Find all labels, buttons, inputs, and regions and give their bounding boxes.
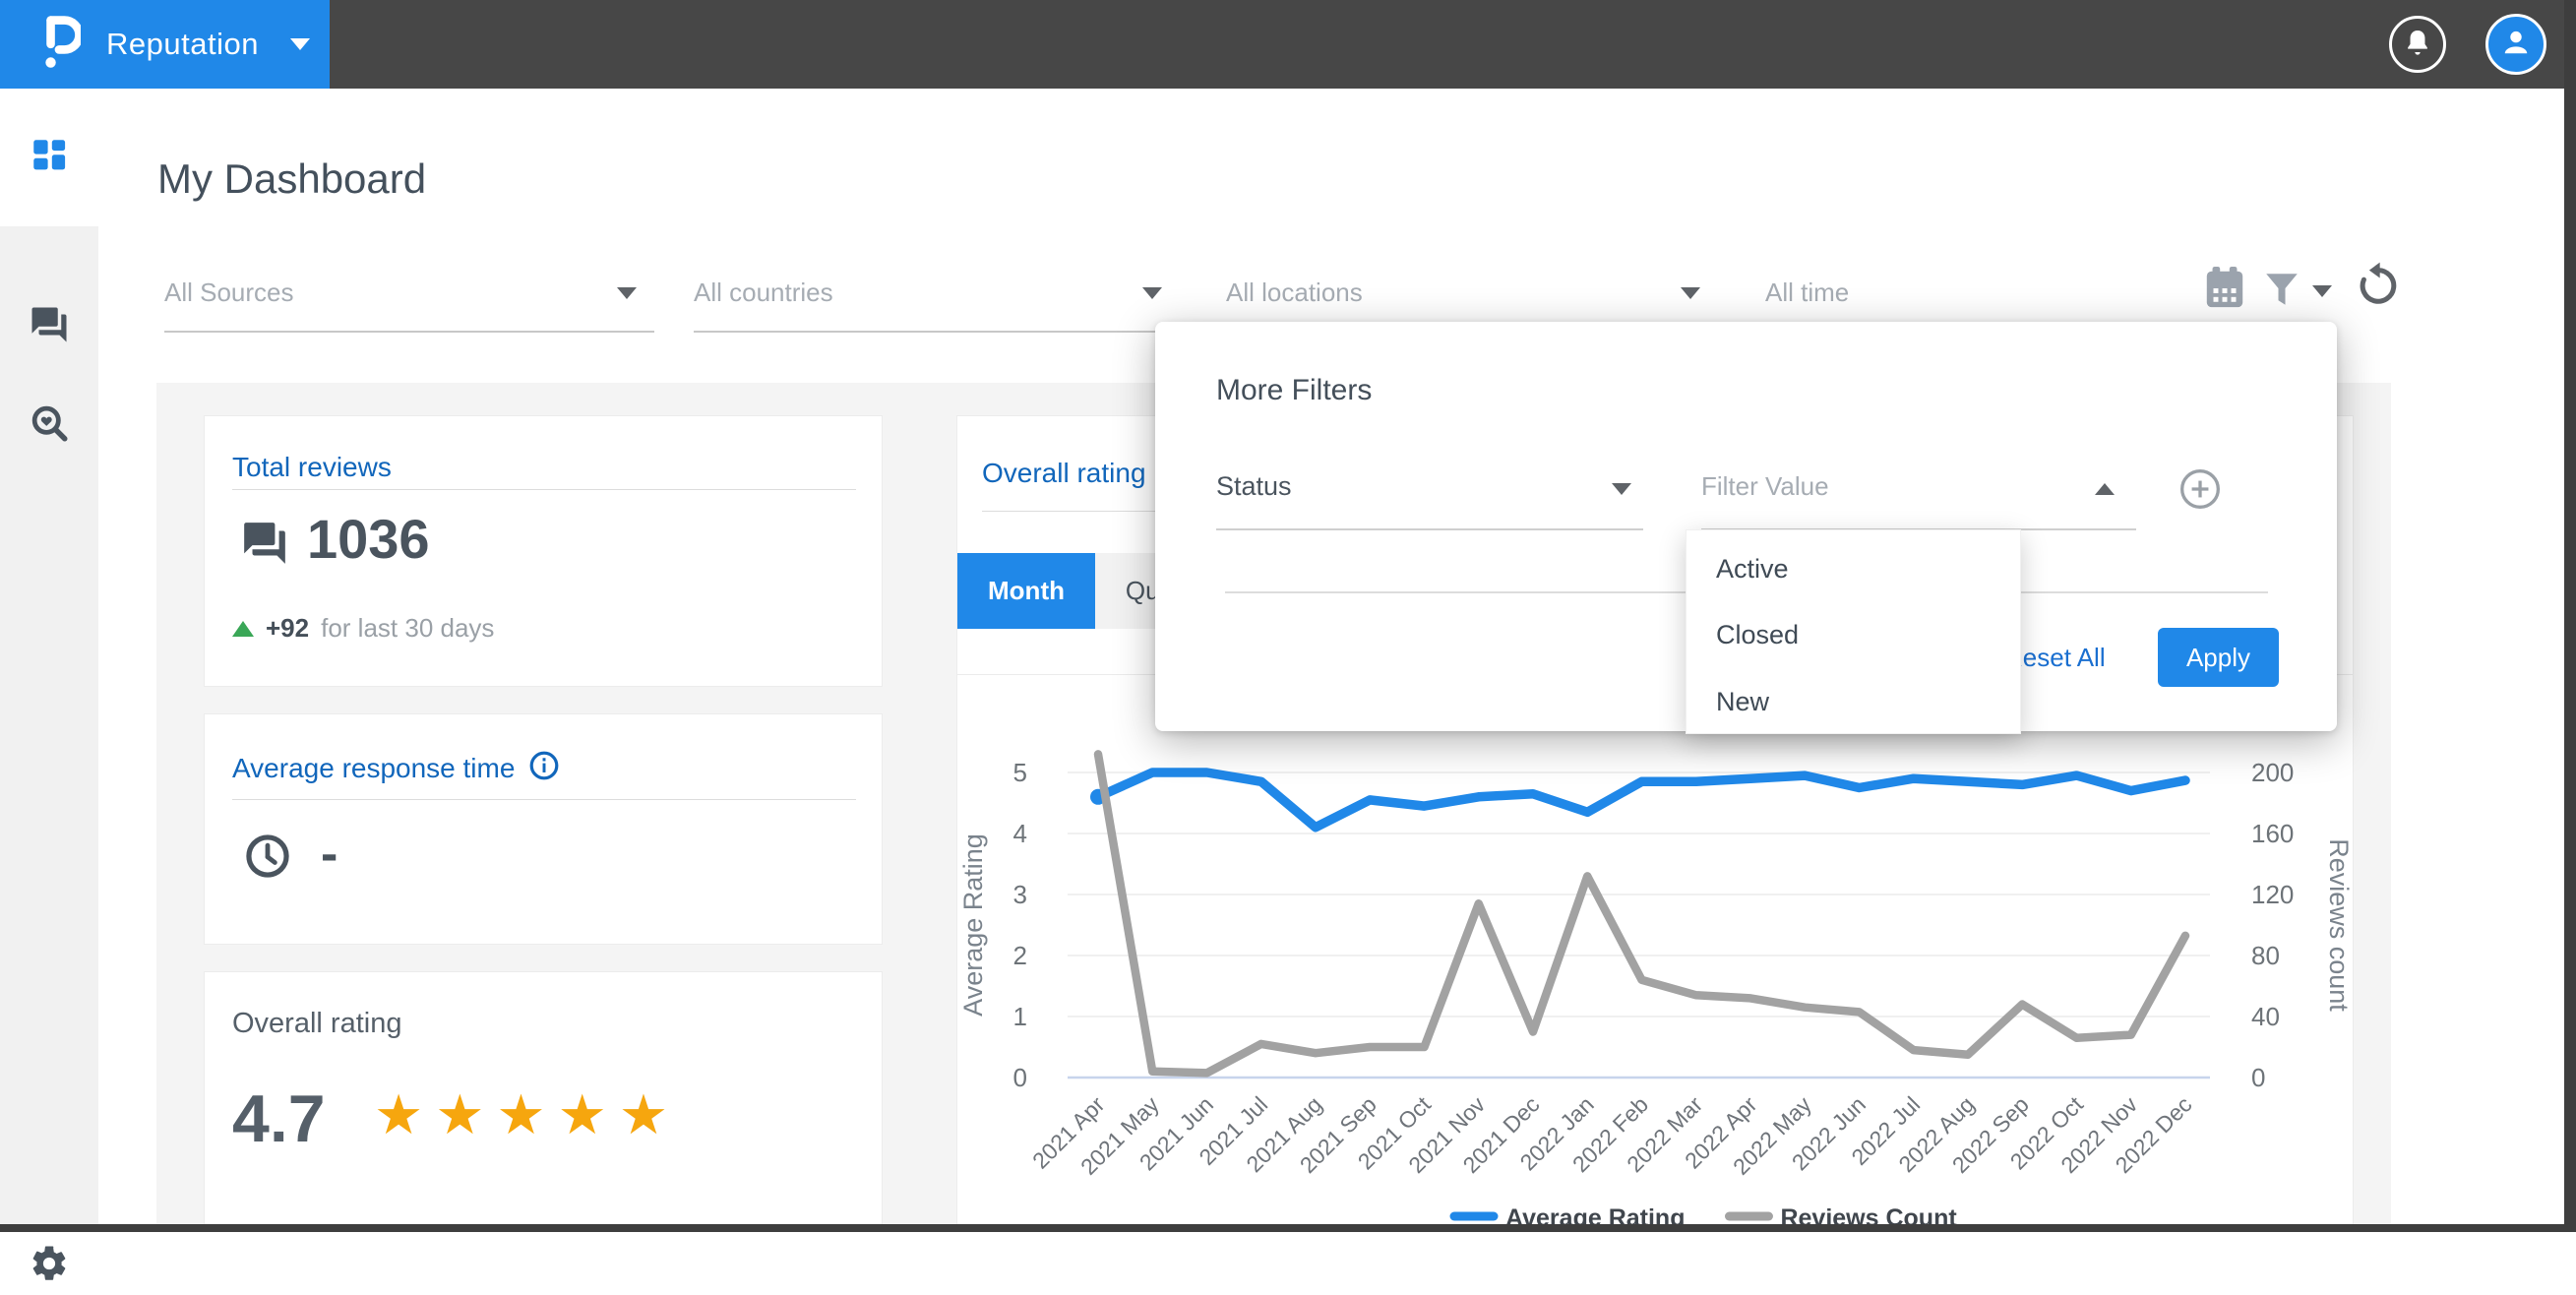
add-filter-button[interactable] [2178, 467, 2222, 516]
reset-all-button[interactable]: Reset All [2004, 643, 2106, 672]
filter-value-dropdown: Active Closed New [1686, 529, 2021, 734]
overall-rating-value: 4.7 [232, 1081, 326, 1156]
bottom-edge [0, 1224, 2576, 1232]
clock-icon [242, 829, 293, 889]
tab-month[interactable]: Month [957, 553, 1095, 629]
calendar-button[interactable] [2202, 264, 2247, 318]
info-icon[interactable] [528, 750, 560, 786]
reviews-bubble-icon [240, 519, 289, 573]
svg-text:5: 5 [1013, 758, 1027, 787]
chevron-up-icon [2095, 483, 2115, 495]
avg-response-value: - [321, 826, 338, 883]
svg-text:4: 4 [1013, 819, 1027, 848]
app-logo-icon [35, 15, 84, 75]
svg-text:Reviews count: Reviews count [2324, 838, 2354, 1012]
svg-text:120: 120 [2251, 880, 2294, 909]
svg-text:2: 2 [1013, 941, 1027, 970]
more-filters-title: More Filters [1216, 374, 1373, 406]
sidebar-active-highlight [0, 89, 98, 226]
review-search-icon [28, 401, 71, 450]
funnel-icon [2261, 268, 2302, 316]
notifications-button[interactable] [2389, 16, 2446, 73]
app-switcher-caret-icon [289, 38, 310, 50]
full-stars: ★★★★ [374, 1083, 619, 1145]
option-new[interactable]: New [1716, 687, 1770, 716]
status-select-value: Status [1216, 471, 1292, 501]
app-name: Reputation [106, 27, 259, 61]
status-select[interactable]: Status [1216, 471, 1643, 530]
calendar-icon [2202, 266, 2247, 317]
svg-text:3: 3 [1013, 880, 1027, 909]
more-filters-popup: More Filters Status Filter Value Reset A… [1155, 322, 2337, 731]
top-bar: Reputation [0, 0, 2576, 89]
option-closed[interactable]: Closed [1716, 620, 1800, 649]
svg-text:Average Rating: Average Rating [958, 833, 988, 1017]
filter-time-value: All time [1765, 278, 1850, 307]
filter-countries-value: All countries [694, 278, 833, 307]
partial-star: ★ ★ [619, 1082, 680, 1147]
user-avatar[interactable] [2485, 14, 2546, 75]
more-filters-button[interactable] [2261, 268, 2332, 316]
plus-circle-icon [2178, 469, 2222, 515]
filter-countries[interactable]: All countries [694, 278, 1170, 335]
svg-text:160: 160 [2251, 819, 2294, 848]
partial-star-base: ★ [618, 1083, 681, 1145]
filter-sources-value: All Sources [164, 278, 294, 307]
sidebar-item-review-search[interactable] [0, 396, 98, 455]
option-active[interactable]: Active [1716, 554, 1789, 584]
svg-text:0: 0 [2251, 1063, 2265, 1092]
person-icon [2498, 25, 2534, 65]
bell-icon [2402, 26, 2433, 64]
svg-text:40: 40 [2251, 1002, 2280, 1031]
partial-star-fill: ★ [618, 1083, 671, 1145]
svg-text:1: 1 [1013, 1002, 1027, 1031]
svg-text:Reviews Count: Reviews Count [1780, 1204, 1957, 1224]
sidebar-item-conversations[interactable] [0, 297, 98, 356]
total-reviews-value: 1036 [307, 508, 430, 570]
sidebar-item-dashboard[interactable] [0, 128, 98, 187]
chevron-down-icon [1142, 287, 1162, 299]
chevron-down-icon [617, 287, 637, 299]
filter-value-placeholder: Filter Value [1701, 471, 1829, 501]
avg-response-card: Average response time - [204, 713, 883, 945]
total-reviews-card: Total reviews 1036 +92 for last 30 days [204, 415, 883, 687]
svg-text:80: 80 [2251, 941, 2280, 970]
avg-response-title[interactable]: Average response time [232, 752, 516, 783]
app-switcher[interactable]: Reputation [0, 0, 330, 89]
total-reviews-delta-note: for last 30 days [321, 613, 495, 643]
total-reviews-delta: +92 [266, 613, 310, 643]
rating-trend-chart: 0 1 2 3 4 5 0 40 80 120 160 200 Average Rating Review… [958, 750, 2354, 1224]
conversations-icon [29, 304, 70, 350]
sidebar-item-settings[interactable] [0, 1236, 98, 1295]
page-title: My Dashboard [157, 155, 427, 202]
chevron-down-icon [2312, 285, 2332, 297]
overall-rating-title: Overall rating [232, 1008, 402, 1039]
svg-text:200: 200 [2251, 758, 2294, 787]
chevron-down-icon [1612, 483, 1631, 495]
overall-rating-card: Overall rating 4.7 ★★★★★ ★ [204, 971, 883, 1232]
settings-icon [29, 1243, 70, 1289]
right-scrollbar[interactable] [2564, 0, 2576, 1232]
chevron-down-icon [1681, 287, 1700, 299]
refresh-icon [2354, 262, 2403, 315]
svg-text:Average Rating: Average Rating [1505, 1204, 1685, 1224]
dashboard-icon [29, 135, 70, 181]
filter-value-select[interactable]: Filter Value [1701, 471, 2136, 530]
total-reviews-title[interactable]: Total reviews [232, 452, 392, 482]
rating-trend-title[interactable]: Overall rating [982, 458, 1146, 488]
reset-filters-button[interactable] [2354, 260, 2403, 316]
filter-sources[interactable]: All Sources [164, 278, 654, 335]
trend-up-icon [232, 620, 254, 637]
sidebar [0, 89, 98, 1280]
filter-locations-value: All locations [1226, 278, 1363, 307]
svg-text:0: 0 [1013, 1063, 1027, 1092]
star-rating: ★★★★★ ★ [374, 1082, 680, 1147]
apply-button[interactable]: Apply [2158, 628, 2279, 687]
